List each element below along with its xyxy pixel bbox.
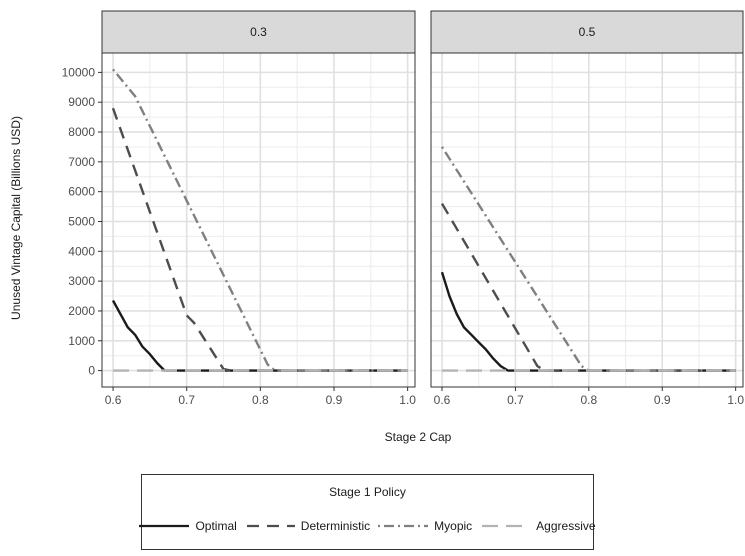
legend-item-myopic: Myopic (378, 519, 472, 533)
x-tick-label: 0.6 (105, 393, 122, 407)
panel-background (431, 53, 743, 387)
x-tick-label: 0.6 (434, 393, 451, 407)
legend-key-myopic (378, 524, 429, 528)
y-tick-label: 1000 (68, 334, 95, 348)
panel-strip-label: 0.3 (250, 25, 267, 39)
y-axis-title: Unused Vintage Capital (Billions USD) (9, 116, 23, 320)
panel-border (430, 52, 744, 388)
x-tick-label: 0.7 (178, 393, 195, 407)
y-tick-label: 5000 (68, 214, 95, 228)
panel-strip (101, 10, 416, 54)
panel-0: 0.3 0.6 0.7 0.8 0.9 1.0 0 1000 2000 3000 4000 5000 6… (62, 10, 416, 407)
legend-key-optimal (139, 524, 190, 528)
legend-label-myopic: Myopic (434, 519, 473, 533)
series-line-optimal (111, 299, 408, 372)
faceted-line-chart: Unused Vintage Capital (Billions USD) St… (9, 10, 744, 444)
panel-strip-label: 0.5 (579, 25, 596, 39)
y-tick-label: 9000 (68, 95, 95, 109)
y-tick-label: 7000 (68, 155, 95, 169)
panel-strip (430, 10, 744, 54)
x-tick-label: 1.0 (727, 393, 744, 407)
y-tick-label: 3000 (68, 274, 95, 288)
x-tick-label: 0.9 (654, 393, 671, 407)
panel-1: 0.5 0.6 0.7 0.8 0.9 1.0 (430, 10, 744, 407)
legend-title: Stage 1 Policy (329, 485, 406, 499)
legend-key-aggressive (482, 524, 531, 528)
y-tick-label: 4000 (68, 244, 95, 258)
legend-items: Optimal Deterministic Myopic Aggressive (139, 519, 596, 533)
legend-label-optimal: Optimal (195, 519, 237, 533)
x-tick-label: 0.8 (252, 393, 269, 407)
y-tick-label: 8000 (68, 125, 95, 139)
legend-label-deterministic: Deterministic (300, 519, 371, 533)
x-tick-label: 0.8 (580, 393, 597, 407)
y-tick-label: 2000 (68, 304, 95, 318)
legend-item-aggressive: Aggressive (480, 519, 596, 533)
x-tick-label: 1.0 (399, 393, 416, 407)
legend-key-deterministic (246, 524, 295, 528)
legend-item-optimal: Optimal (139, 519, 237, 533)
y-tick-label: 10000 (62, 65, 96, 79)
x-tick-label: 0.7 (507, 393, 524, 407)
legend-label-aggressive: Aggressive (536, 519, 596, 533)
x-axis-title: Stage 2 Cap (385, 430, 452, 444)
x-tick-label: 0.9 (326, 393, 343, 407)
panel-background (102, 53, 415, 387)
legend-item-deterministic: Deterministic (245, 519, 370, 533)
legend: Stage 1 Policy Optimal Deterministic Myo… (139, 474, 596, 550)
series-line-optimal (440, 271, 736, 372)
y-tick-label: 0 (88, 364, 95, 378)
y-tick-label: 6000 (68, 185, 95, 199)
panel-border (101, 52, 416, 388)
